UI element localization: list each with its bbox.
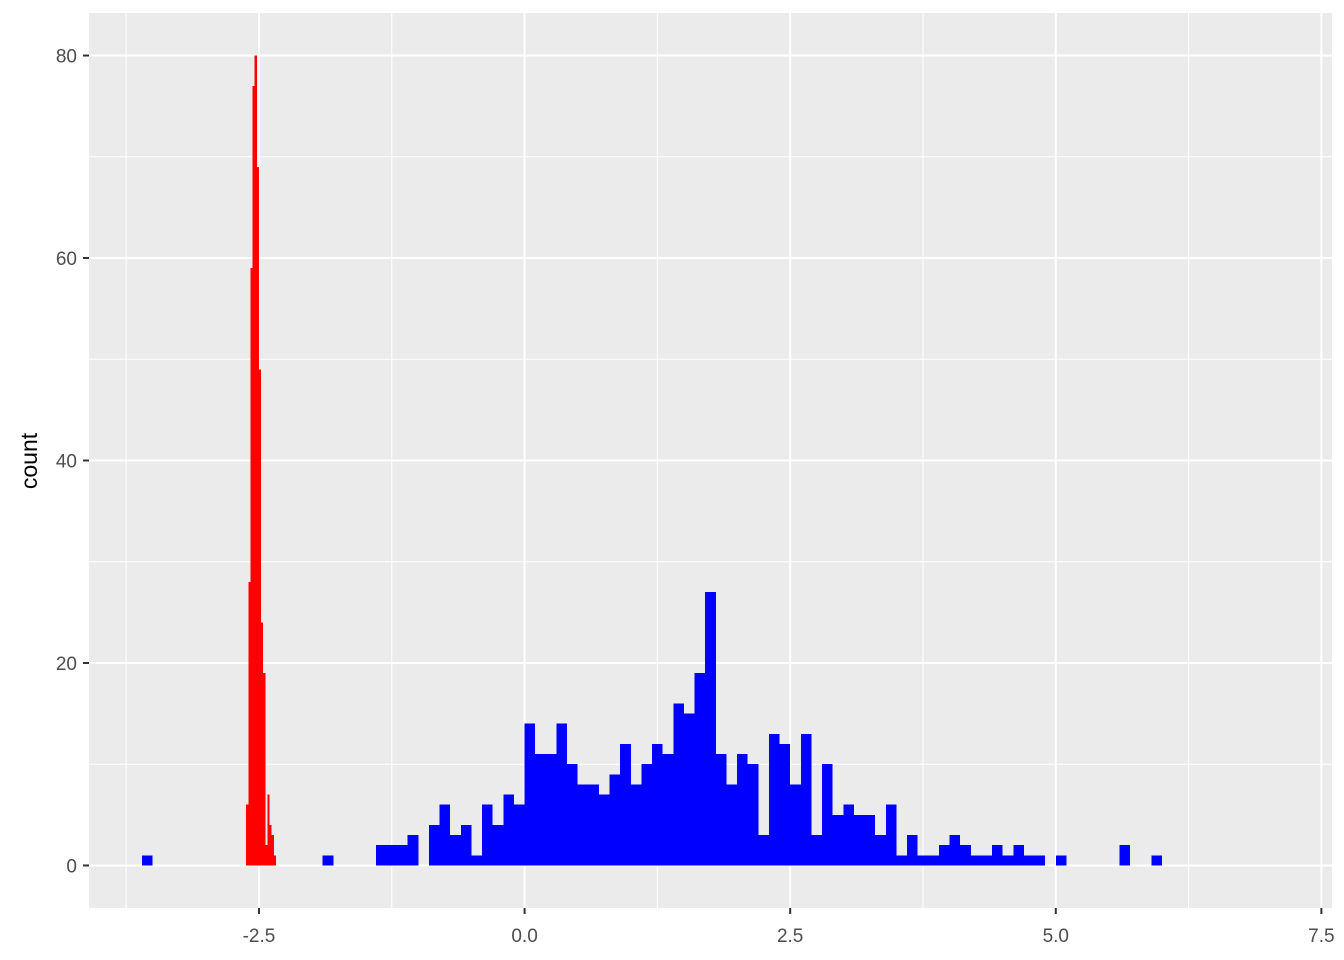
blue-bar-42 [811, 835, 823, 866]
blue-bar-28 [662, 754, 674, 866]
blue-bar-11 [482, 804, 493, 866]
y-axis: 0 20 40 60 80 [56, 47, 89, 877]
red-bar-6 [258, 369, 262, 866]
blue-bar-24 [620, 743, 631, 866]
blue-bar-41 [800, 733, 812, 866]
blue-bar-23 [609, 774, 621, 866]
y-tick-label-1: 20 [56, 654, 77, 675]
y-tick-label-4: 80 [56, 47, 77, 68]
blue-bar-54 [938, 845, 950, 866]
blue-bar-49 [885, 804, 897, 866]
red-bar-8 [263, 673, 266, 866]
blue-bar-60 [1002, 855, 1014, 866]
blue-bar-21 [588, 784, 599, 866]
blue-bar-52 [917, 855, 929, 866]
y-tick-label-3: 60 [56, 249, 77, 270]
x-tick-label-4: 7.5 [1308, 926, 1334, 947]
blue-bar-58 [981, 855, 993, 866]
blue-bar-12 [492, 824, 504, 866]
blue-bar-43 [822, 764, 833, 866]
x-tick-label-1: 0.0 [511, 926, 537, 947]
blue-bar-29 [673, 703, 684, 866]
blue-bar-4 [397, 845, 408, 866]
blue-bar-33 [715, 754, 727, 866]
blue-bar-46 [853, 814, 865, 866]
blue-bar-9 [460, 824, 472, 866]
blue-bar-19 [567, 764, 578, 866]
red-bar-7 [261, 622, 264, 866]
blue-bar-20 [577, 784, 589, 866]
red-bar-11 [269, 824, 272, 866]
blue-bar-35 [737, 754, 748, 866]
blue-bar-57 [970, 855, 982, 866]
blue-bar-25 [630, 784, 642, 866]
blue-bar-55 [949, 835, 961, 866]
blue-bar-15 [524, 723, 536, 866]
x-tick-label-2: 2.5 [777, 926, 803, 947]
blue-bar-0 [142, 855, 153, 866]
blue-bar-45 [843, 804, 854, 866]
x-axis: -2.5 0.0 2.5 5.0 7.5 [243, 908, 1335, 947]
y-tick-label-0: 0 [66, 856, 77, 877]
blue-bar-14 [513, 804, 525, 866]
red-bar-1 [248, 581, 251, 866]
red-bar-2 [250, 268, 253, 866]
blue-bar-16 [535, 754, 546, 866]
x-tick-label-0: -2.5 [243, 926, 276, 947]
blue-bar-48 [875, 835, 886, 866]
blue-bar-17 [545, 754, 557, 866]
blue-bar-56 [960, 845, 971, 866]
red-bar-10 [267, 794, 270, 866]
blue-bar-26 [641, 764, 653, 866]
blue-bar-22 [598, 794, 610, 866]
blue-bar-38 [768, 733, 780, 866]
red-bar-5 [256, 166, 259, 866]
blue-bar-66 [1151, 855, 1163, 866]
blue-bar-5 [407, 835, 419, 866]
blue-bar-51 [907, 835, 918, 866]
blue-bar-50 [896, 855, 908, 866]
red-series-bars [246, 55, 276, 866]
blue-series-bars [142, 592, 1163, 866]
blue-bar-2 [375, 845, 387, 866]
blue-bar-59 [992, 845, 1003, 866]
blue-bar-36 [747, 764, 759, 866]
blue-bar-63 [1034, 855, 1046, 866]
blue-bar-32 [705, 592, 716, 866]
y-axis-title: count [16, 432, 42, 489]
blue-bar-39 [779, 743, 791, 866]
blue-bar-30 [683, 713, 695, 866]
blue-bar-27 [652, 743, 663, 866]
blue-bar-44 [832, 814, 844, 866]
blue-bar-6 [428, 824, 440, 866]
blue-bar-31 [694, 673, 706, 866]
red-bar-0 [246, 804, 249, 866]
blue-bar-13 [503, 794, 514, 866]
blue-bar-34 [726, 784, 738, 866]
blue-bar-65 [1119, 845, 1131, 866]
red-bar-9 [265, 845, 268, 866]
blue-bar-10 [471, 855, 483, 866]
blue-bar-8 [450, 835, 461, 866]
blue-bar-7 [439, 804, 451, 866]
y-tick-label-2: 40 [56, 452, 77, 473]
blue-bar-47 [864, 814, 876, 866]
blue-bar-61 [1013, 845, 1024, 866]
blue-bar-64 [1055, 855, 1067, 866]
blue-bar-18 [556, 723, 568, 866]
blue-bar-1 [322, 855, 334, 866]
red-bar-3 [252, 85, 255, 866]
red-bar-13 [273, 855, 276, 866]
red-bar-12 [271, 835, 274, 866]
blue-bar-62 [1023, 855, 1035, 866]
blue-bar-40 [790, 784, 801, 866]
blue-bar-53 [928, 855, 939, 866]
blue-bar-3 [386, 845, 398, 866]
red-bar-4 [254, 55, 257, 866]
blue-bar-37 [758, 835, 769, 866]
x-tick-label-3: 5.0 [1043, 926, 1069, 947]
